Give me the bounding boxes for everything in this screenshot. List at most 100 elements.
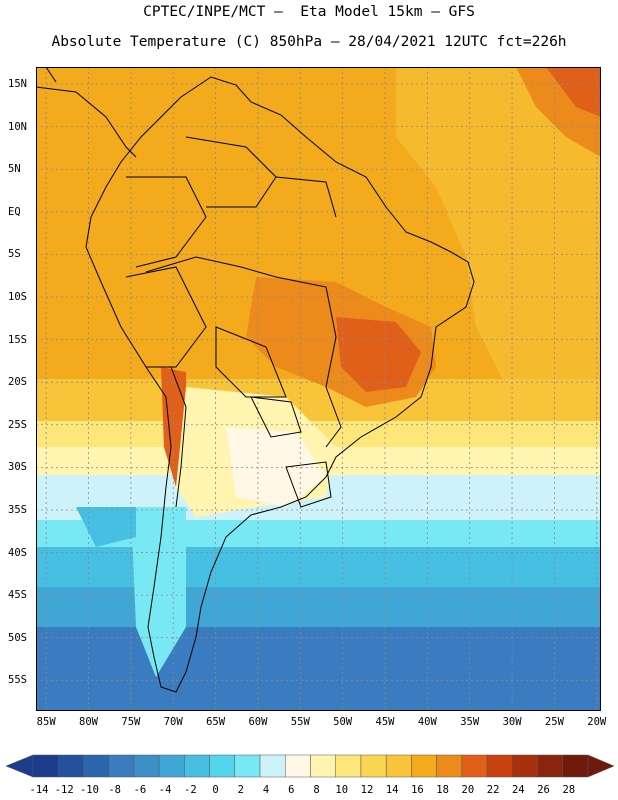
lat-label: 35S bbox=[8, 503, 27, 516]
lon-label: 60W bbox=[248, 716, 268, 728]
colorbar-label: -6 bbox=[133, 784, 147, 796]
colorbar-segment bbox=[360, 754, 387, 778]
border-paraguay bbox=[250, 396, 302, 438]
lon-label: 30W bbox=[502, 716, 522, 728]
lat-label: 50S bbox=[8, 631, 27, 644]
colorbar-label: -4 bbox=[158, 784, 172, 796]
lat-label: 15N bbox=[8, 78, 27, 91]
lon-label: 25W bbox=[544, 716, 564, 728]
map-frame bbox=[36, 67, 601, 711]
region-patagonia bbox=[131, 507, 186, 677]
lon-label: 65W bbox=[206, 716, 226, 728]
lat-lon-grid bbox=[36, 67, 601, 711]
lat-label: 5N bbox=[8, 163, 21, 176]
colorbar-label: 6 bbox=[288, 784, 295, 796]
colorbar-label: 22 bbox=[486, 784, 500, 796]
temperature-colorbar bbox=[5, 754, 615, 778]
lon-label: 70W bbox=[163, 716, 183, 728]
colorbar-label: 26 bbox=[537, 784, 550, 796]
colorbar-segment bbox=[537, 754, 564, 778]
colorbar-segment bbox=[108, 754, 135, 778]
lat-label: EQ bbox=[8, 205, 21, 218]
colorbar-label: 2 bbox=[237, 784, 244, 796]
colorbar-label: -8 bbox=[108, 784, 121, 796]
lon-label: 75W bbox=[121, 716, 141, 728]
central-america-coast bbox=[36, 67, 137, 158]
region-atlantic-north bbox=[396, 67, 601, 397]
colorbar-label: 12 bbox=[360, 784, 374, 796]
colorbar-segment bbox=[310, 754, 336, 778]
border-brazil bbox=[145, 256, 342, 448]
region-pacific-cold bbox=[76, 507, 136, 547]
map-title: CPTEC/INPE/MCT – Eta Model 15km – GFS bbox=[143, 4, 475, 20]
colorbar-segment bbox=[259, 754, 286, 778]
band-cold-deep bbox=[36, 627, 601, 711]
lon-label: 50W bbox=[333, 716, 353, 728]
colorbar-segment bbox=[285, 754, 311, 778]
band-cold bbox=[36, 587, 601, 627]
colorbar-label: -10 bbox=[79, 784, 99, 796]
country-borders bbox=[36, 67, 475, 693]
colorbar-min-arrow bbox=[5, 754, 34, 778]
colorbar-label: -14 bbox=[29, 784, 49, 796]
colorbar-segment bbox=[411, 754, 437, 778]
colorbar-segment bbox=[32, 754, 59, 778]
colorbar-label: 28 bbox=[562, 784, 576, 796]
colorbar-label: 16 bbox=[411, 784, 424, 796]
colorbar-segment bbox=[83, 754, 109, 778]
lon-label: 85W bbox=[36, 716, 56, 728]
border-andes bbox=[170, 366, 187, 508]
lat-label: 25S bbox=[8, 418, 27, 431]
south-america-coast bbox=[85, 76, 475, 693]
lat-label: 55S bbox=[8, 674, 27, 687]
temperature-map bbox=[36, 67, 601, 711]
colorbar-label: 8 bbox=[313, 784, 320, 796]
border-peru bbox=[125, 266, 207, 368]
colorbar-label: 10 bbox=[335, 784, 349, 796]
border-colombia bbox=[126, 176, 207, 268]
lon-label: 80W bbox=[79, 716, 98, 728]
colorbar-segment bbox=[461, 754, 488, 778]
colorbar-segment bbox=[436, 754, 463, 778]
colorbar-label: -2 bbox=[184, 784, 197, 796]
lat-label: 20S bbox=[8, 376, 27, 389]
colorbar-segment bbox=[562, 754, 589, 778]
colorbar-label: 14 bbox=[385, 784, 399, 796]
lat-label: 10N bbox=[8, 120, 27, 133]
border-guianas bbox=[275, 176, 337, 218]
lat-label: 5S bbox=[8, 248, 21, 261]
lat-label: 40S bbox=[8, 546, 27, 559]
region-hotter-ne bbox=[546, 67, 601, 117]
colorbar-segment bbox=[486, 754, 513, 778]
colorbar-segment bbox=[385, 754, 412, 778]
colorbar-label: 18 bbox=[436, 784, 449, 796]
colorbar-label: 24 bbox=[511, 784, 525, 796]
colorbar-label: 20 bbox=[461, 784, 475, 796]
map-subtitle: Absolute Temperature (C) 850hPa – 28/04/… bbox=[51, 34, 567, 50]
colorbar-label: 4 bbox=[262, 784, 270, 796]
colorbar-segment bbox=[512, 754, 538, 778]
lat-label: 30S bbox=[8, 461, 27, 474]
lon-label: 35W bbox=[460, 716, 480, 728]
colorbar-segment bbox=[184, 754, 210, 778]
lon-label: 55W bbox=[290, 716, 310, 728]
colorbar-segment bbox=[335, 754, 362, 778]
lon-label: 45W bbox=[375, 716, 395, 728]
region-brazil-hottest bbox=[336, 317, 421, 392]
colorbar-max-arrow bbox=[587, 754, 615, 778]
colorbar-segment bbox=[158, 754, 185, 778]
lat-label: 10S bbox=[8, 291, 27, 303]
band-cool bbox=[36, 545, 601, 587]
colorbar-segment bbox=[209, 754, 236, 778]
lat-label: 15S bbox=[8, 333, 27, 346]
border-uruguay bbox=[285, 461, 332, 508]
lon-label: 40W bbox=[417, 716, 437, 728]
colorbar-segment bbox=[133, 754, 160, 778]
colorbar-segment bbox=[234, 754, 261, 778]
lon-label: 20W bbox=[587, 716, 607, 728]
colorbar-label: 0 bbox=[212, 784, 219, 796]
lat-label: 45S bbox=[8, 589, 27, 602]
colorbar-label: -12 bbox=[54, 784, 74, 796]
colorbar-segment bbox=[57, 754, 84, 778]
border-bolivia bbox=[215, 326, 287, 398]
